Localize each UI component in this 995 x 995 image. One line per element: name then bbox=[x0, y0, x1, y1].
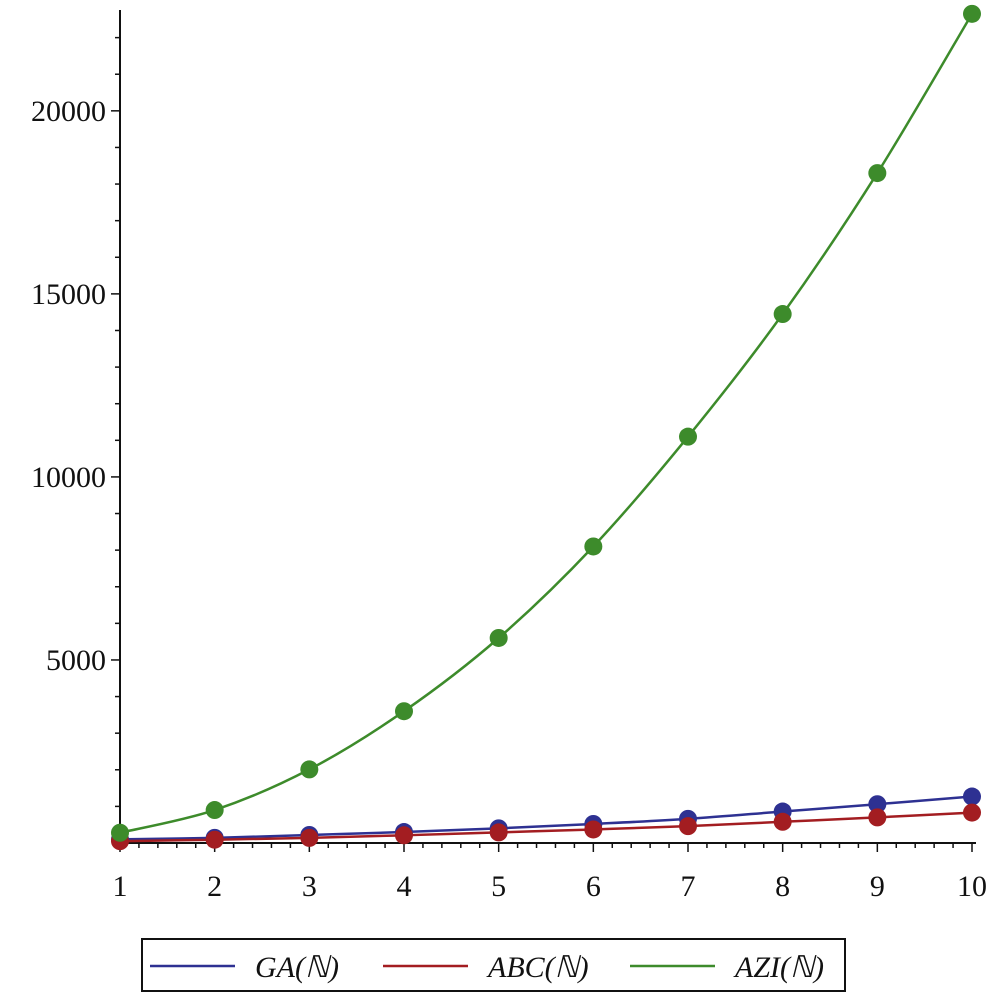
data-point-1-8 bbox=[868, 808, 887, 827]
legend-label-0: GA(ℕ) bbox=[255, 951, 339, 984]
x-tick-label: 5 bbox=[491, 870, 506, 903]
y-tick-label: 5000 bbox=[46, 644, 106, 677]
data-point-2-6 bbox=[679, 427, 697, 446]
y-tick-label: 20000 bbox=[31, 95, 106, 128]
data-point-1-1 bbox=[205, 830, 224, 849]
data-point-1-5 bbox=[584, 820, 603, 839]
series-points bbox=[111, 4, 981, 851]
x-tick-label: 9 bbox=[870, 870, 885, 903]
series-lines bbox=[119, 13, 974, 843]
data-point-2-9 bbox=[963, 4, 981, 23]
x-tick-label: 1 bbox=[113, 870, 128, 903]
data-point-1-9 bbox=[963, 803, 981, 822]
series-line-1 bbox=[119, 811, 973, 843]
y-axis-ticks: 5000 10000 15000 20000 bbox=[31, 36, 120, 808]
data-point-1-3 bbox=[395, 826, 413, 845]
data-point-2-1 bbox=[205, 801, 224, 820]
x-tick-label: 7 bbox=[681, 870, 696, 903]
legend-box bbox=[141, 938, 846, 992]
series-line-0 bbox=[119, 795, 973, 841]
legend: GA(ℕ) ABC(ℕ) AZI(ℕ) bbox=[141, 938, 846, 992]
x-tick-label: 8 bbox=[775, 870, 790, 903]
data-point-2-0 bbox=[111, 823, 129, 842]
x-tick-label: 2 bbox=[207, 870, 222, 903]
y-tick-label: 15000 bbox=[31, 278, 106, 311]
y-tick-label: 10000 bbox=[31, 461, 106, 494]
data-point-1-2 bbox=[300, 828, 319, 847]
data-point-0-8 bbox=[868, 795, 887, 814]
x-axis-ticks: 1 2 3 4 5 6 7 8 9 10 bbox=[113, 843, 987, 903]
data-point-0-9 bbox=[963, 787, 981, 806]
data-point-1-4 bbox=[489, 823, 508, 842]
data-point-1-6 bbox=[679, 817, 697, 836]
data-point-2-7 bbox=[773, 305, 792, 324]
data-point-2-4 bbox=[489, 628, 508, 647]
x-tick-label: 10 bbox=[957, 870, 987, 903]
x-tick-label: 6 bbox=[586, 870, 601, 903]
series-line-2 bbox=[119, 13, 974, 834]
x-tick-label: 4 bbox=[397, 870, 412, 903]
data-point-2-3 bbox=[395, 702, 413, 721]
legend-label-2: AZI(ℕ) bbox=[733, 951, 824, 984]
data-point-2-5 bbox=[584, 537, 603, 556]
x-tick-label: 3 bbox=[302, 870, 317, 903]
axes bbox=[119, 10, 976, 845]
data-point-2-8 bbox=[868, 164, 887, 183]
legend-label-1: ABC(ℕ) bbox=[486, 951, 589, 984]
data-point-1-7 bbox=[773, 812, 792, 831]
data-point-2-2 bbox=[300, 760, 319, 779]
